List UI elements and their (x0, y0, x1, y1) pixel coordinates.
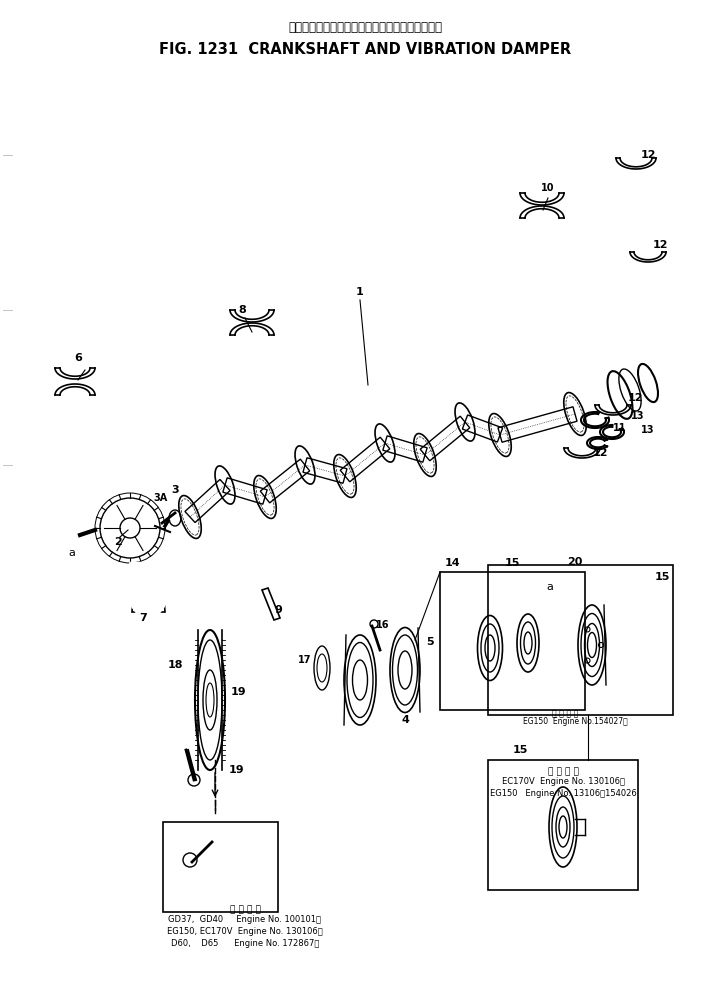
Text: 適 用 号 番: 適 用 号 番 (229, 905, 261, 915)
Text: 19: 19 (229, 765, 245, 775)
Text: 17: 17 (298, 655, 312, 665)
Text: 1: 1 (356, 287, 364, 297)
Text: 8: 8 (238, 305, 246, 315)
Bar (440, 572, 585, 710)
Text: a: a (547, 582, 553, 592)
Text: 13: 13 (641, 425, 655, 435)
Text: 13: 13 (631, 411, 645, 421)
Text: 15: 15 (512, 745, 528, 755)
Text: 14: 14 (445, 558, 461, 568)
Text: 適 用 号 番: 適 用 号 番 (547, 768, 578, 777)
Text: 11: 11 (613, 423, 627, 433)
Text: FIG. 1231  CRANKSHAFT AND VIBRATION DAMPER: FIG. 1231 CRANKSHAFT AND VIBRATION DAMPE… (159, 42, 571, 57)
Text: 16: 16 (376, 620, 390, 630)
Text: 9: 9 (274, 605, 282, 615)
Text: EC170V  Engine No. 130106－: EC170V Engine No. 130106－ (501, 778, 625, 786)
Text: 10: 10 (541, 183, 554, 193)
Text: 適 用 号 番: 適 用 号 番 (552, 709, 578, 718)
Text: 12: 12 (652, 240, 668, 250)
Text: EG150, EC170V  Engine No. 130106－: EG150, EC170V Engine No. 130106－ (167, 928, 323, 937)
Text: 12: 12 (592, 448, 608, 458)
Polygon shape (126, 562, 170, 618)
Text: EG150   Engine No. 13106－154026: EG150 Engine No. 13106－154026 (489, 789, 637, 798)
Text: GD37,  GD40     Engine No. 100101－: GD37, GD40 Engine No. 100101－ (168, 916, 322, 925)
Text: 15: 15 (654, 572, 669, 582)
Text: 3A: 3A (153, 493, 167, 503)
Bar (488, 565, 673, 715)
Text: クランクシャフトおよびバイブレーションダンパ: クランクシャフトおよびバイブレーションダンパ (288, 22, 442, 35)
Text: 18: 18 (168, 660, 183, 670)
Bar (488, 760, 638, 890)
Text: 20: 20 (567, 557, 583, 567)
Text: 19: 19 (230, 687, 246, 697)
Text: 4: 4 (401, 715, 409, 725)
Text: D60,    D65      Engine No. 172867－: D60, D65 Engine No. 172867－ (171, 940, 319, 948)
Text: 6: 6 (74, 353, 82, 363)
Text: 2: 2 (114, 537, 122, 547)
Text: 7: 7 (139, 613, 147, 623)
Text: a: a (69, 548, 76, 558)
Text: 15: 15 (504, 558, 519, 568)
Text: 5: 5 (426, 637, 434, 647)
Text: EG150  Engine No.154027－: EG150 Engine No.154027－ (523, 717, 627, 726)
Text: 12: 12 (640, 150, 655, 160)
Bar (163, 822, 278, 912)
Text: 12: 12 (627, 393, 643, 403)
Text: 3: 3 (171, 485, 179, 495)
